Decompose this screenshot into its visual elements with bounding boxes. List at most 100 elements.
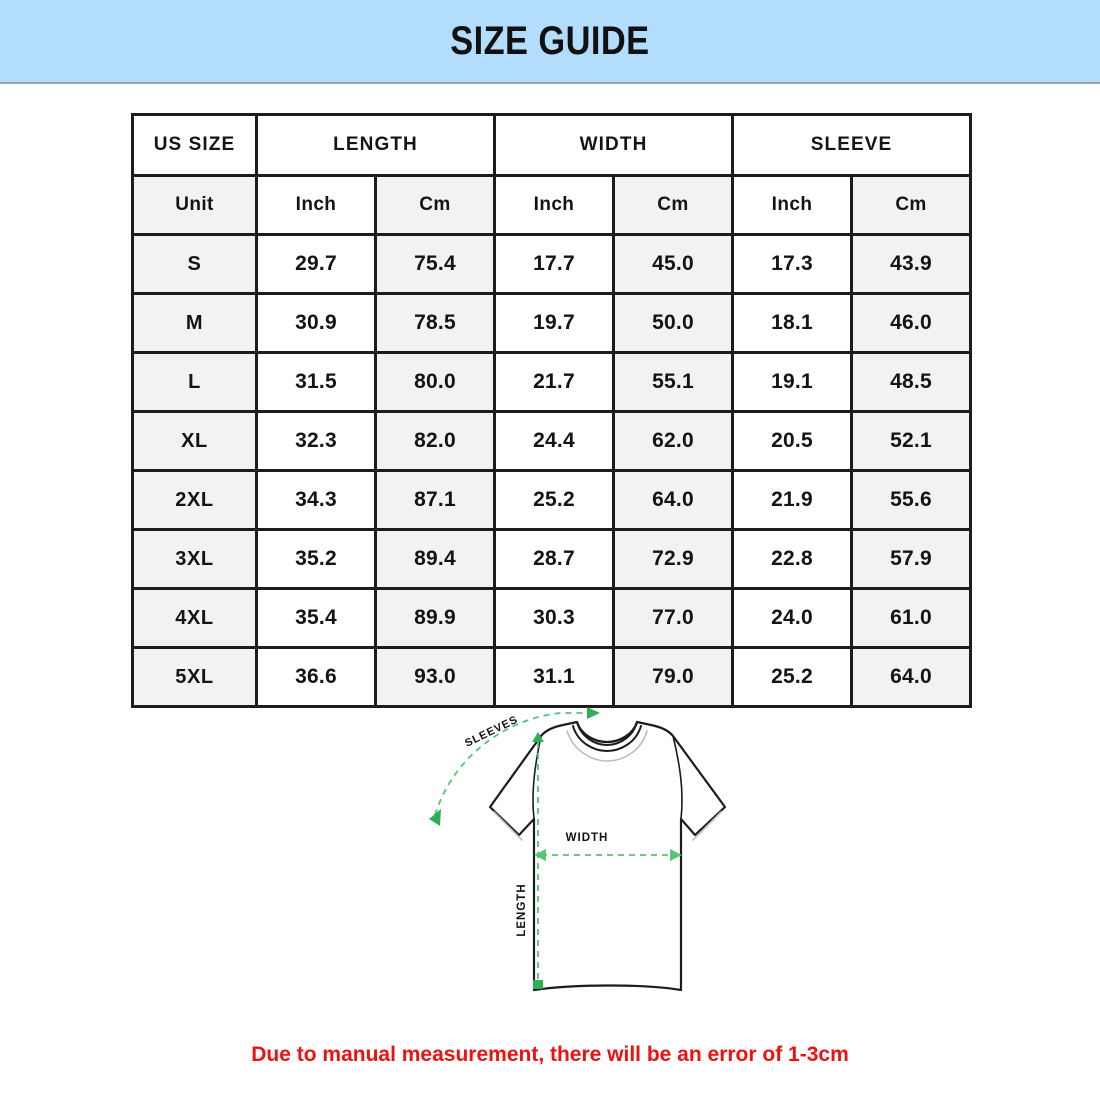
cell-sleeve-cm: 55.6	[850, 469, 973, 531]
length-arrow-top	[532, 732, 544, 742]
cell-width-inch: 24.4	[493, 410, 615, 472]
header-length-inch: Inch	[255, 174, 377, 236]
cell-length-inch: 34.3	[255, 469, 377, 531]
cell-sleeve-cm: 46.0	[850, 292, 973, 354]
cell-width-inch: 19.7	[493, 292, 615, 354]
sleeves-label: SLEEVES	[463, 714, 520, 750]
cell-sleeve-inch: 22.8	[731, 528, 854, 590]
cell-size: 5XL	[131, 646, 258, 708]
cell-length-inch: 31.5	[255, 351, 377, 413]
size-chart-table: US SIZE LENGTH WIDTH SLEEVE Unit Inch Cm…	[131, 113, 973, 708]
width-arrow-left	[534, 849, 546, 861]
table-row: XL 32.3 82.0 24.4 62.0 20.5 52.1	[131, 410, 973, 472]
cell-width-inch: 21.7	[493, 351, 615, 413]
cell-length-cm: 82.0	[374, 410, 496, 472]
header-width-inch: Inch	[493, 174, 615, 236]
header-sleeve-inch: Inch	[731, 174, 854, 236]
table-row: 2XL 34.3 87.1 25.2 64.0 21.9 55.6	[131, 469, 973, 531]
header-sleeve-cm: Cm	[850, 174, 973, 236]
cell-sleeve-inch: 20.5	[731, 410, 854, 472]
cell-width-cm: 50.0	[611, 292, 735, 354]
cell-size: S	[131, 233, 258, 295]
measurement-disclaimer: Due to manual measurement, there will be…	[251, 1043, 849, 1066]
sleeves-measure-guide	[429, 707, 600, 826]
cell-length-cm: 80.0	[374, 351, 496, 413]
table-row: S 29.7 75.4 17.7 45.0 17.3 43.9	[131, 233, 973, 295]
table-row: 4XL 35.4 89.9 30.3 77.0 24.0 61.0	[131, 587, 973, 649]
cell-sleeve-inch: 24.0	[731, 587, 854, 649]
cell-size: XL	[131, 410, 258, 472]
cell-width-inch: 25.2	[493, 469, 615, 531]
table-row: L 31.5 80.0 21.7 55.1 19.1 48.5	[131, 351, 973, 413]
page-title: SIZE GUIDE	[450, 18, 650, 63]
table-unit-header-row: Unit Inch Cm Inch Cm Inch Cm	[131, 174, 973, 236]
cell-width-cm: 55.1	[611, 351, 735, 413]
cell-size: 4XL	[131, 587, 258, 649]
cell-length-cm: 89.4	[374, 528, 496, 590]
cell-width-inch: 17.7	[493, 233, 615, 295]
tshirt-measurement-diagram: SLEEVES WIDTH LENGTH	[395, 695, 765, 1025]
cell-sleeve-cm: 61.0	[850, 587, 973, 649]
collar-shadow-line	[566, 730, 648, 762]
cell-length-inch: 29.7	[255, 233, 377, 295]
cell-sleeve-inch: 21.9	[731, 469, 854, 531]
header-unit: Unit	[131, 174, 258, 236]
page-header: SIZE GUIDE	[0, 0, 1100, 84]
tshirt-outline	[488, 720, 727, 992]
cell-sleeve-inch: 18.1	[731, 292, 854, 354]
header-length-cm: Cm	[374, 174, 496, 236]
cell-width-cm: 45.0	[611, 233, 735, 295]
table-row: 3XL 35.2 89.4 28.7 72.9 22.8 57.9	[131, 528, 973, 590]
cell-length-inch: 35.4	[255, 587, 377, 649]
length-label: LENGTH	[516, 883, 528, 936]
length-endpoint	[533, 980, 543, 989]
cell-width-inch: 28.7	[493, 528, 615, 590]
header-width-group: WIDTH	[492, 113, 735, 177]
cell-size: M	[131, 292, 258, 354]
width-arrow-right	[670, 849, 682, 861]
cell-length-inch: 32.3	[255, 410, 377, 472]
table-head: US SIZE LENGTH WIDTH SLEEVE Unit Inch Cm…	[131, 113, 973, 236]
cell-length-inch: 35.2	[255, 528, 377, 590]
cell-sleeve-cm: 48.5	[850, 351, 973, 413]
collar-detail	[572, 721, 642, 753]
cell-length-cm: 78.5	[374, 292, 496, 354]
table-row: 5XL 36.6 93.0 31.1 79.0 25.2 64.0	[131, 646, 973, 708]
cell-width-inch: 31.1	[493, 646, 615, 708]
cell-width-cm: 72.9	[611, 528, 735, 590]
cell-sleeve-inch: 19.1	[731, 351, 854, 413]
sleeves-arrow-right	[587, 707, 600, 719]
cell-width-cm: 64.0	[611, 469, 735, 531]
sleeve-hem-lines	[493, 811, 722, 841]
table-row: M 30.9 78.5 19.7 50.0 18.1 46.0	[131, 292, 973, 354]
cell-size: 2XL	[131, 469, 258, 531]
cell-length-inch: 30.9	[255, 292, 377, 354]
cell-length-cm: 87.1	[374, 469, 496, 531]
width-measure-guide	[534, 849, 682, 861]
cell-size: 3XL	[131, 528, 258, 590]
cell-sleeve-cm: 57.9	[850, 528, 973, 590]
cell-length-cm: 89.9	[374, 587, 496, 649]
cell-sleeve-cm: 64.0	[850, 646, 973, 708]
header-length-group: LENGTH	[255, 113, 496, 177]
cell-sleeve-cm: 52.1	[850, 410, 973, 472]
cell-sleeve-cm: 43.9	[850, 233, 973, 295]
cell-sleeve-inch: 25.2	[731, 646, 854, 708]
header-sleeve-group: SLEEVE	[731, 113, 973, 177]
cell-width-cm: 79.0	[611, 646, 735, 708]
cell-width-cm: 62.0	[611, 410, 735, 472]
cell-length-cm: 93.0	[374, 646, 496, 708]
header-width-cm: Cm	[611, 174, 735, 236]
sleeve-seam-lines	[532, 735, 683, 820]
cell-width-cm: 77.0	[611, 587, 735, 649]
cell-length-cm: 75.4	[374, 233, 496, 295]
cell-width-inch: 30.3	[493, 587, 615, 649]
cell-length-inch: 36.6	[255, 646, 377, 708]
table-group-header-row: US SIZE LENGTH WIDTH SLEEVE	[131, 113, 973, 177]
size-chart-table-container: US SIZE LENGTH WIDTH SLEEVE Unit Inch Cm…	[131, 113, 973, 708]
width-label: WIDTH	[566, 832, 609, 844]
cell-sleeve-inch: 17.3	[731, 233, 854, 295]
table-body: S 29.7 75.4 17.7 45.0 17.3 43.9 M 30.9 78.5 19.7 50…	[131, 233, 973, 708]
cell-size: L	[131, 351, 258, 413]
length-measure-guide	[532, 732, 544, 989]
